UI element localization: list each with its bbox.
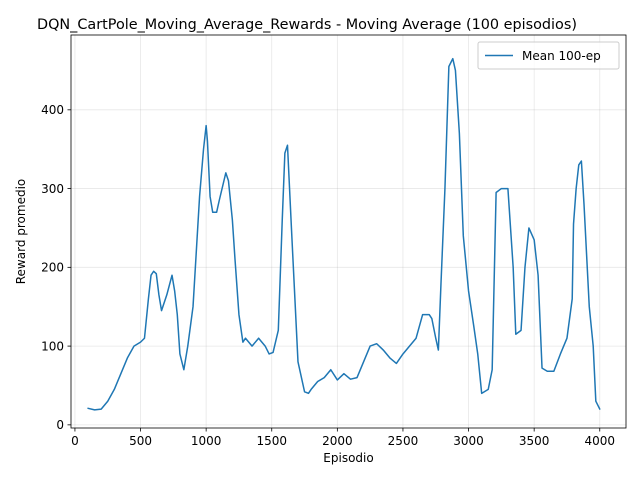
y-tick-label: 400 <box>41 103 64 117</box>
y-tick-label: 300 <box>41 182 64 196</box>
x-tick-label: 2500 <box>388 434 419 448</box>
y-axis-ticks: 0 100 200 300 400 <box>41 103 71 432</box>
series-line-mean-100-ep <box>87 57 601 411</box>
x-tick-label: 1500 <box>256 434 287 448</box>
y-tick-label: 100 <box>41 339 64 353</box>
x-tick-label: 3000 <box>453 434 484 448</box>
y-tick-label: 200 <box>41 261 64 275</box>
axes-frame <box>70 34 627 429</box>
legend: Mean 100-ep <box>477 41 620 70</box>
plot-area <box>87 57 601 411</box>
x-tick-label: 500 <box>129 434 152 448</box>
x-axis-label: Episodio <box>323 451 373 465</box>
chart-title: DQN_CartPole_Moving_Average_Rewards - Mo… <box>37 17 577 33</box>
x-tick-label: 2000 <box>322 434 353 448</box>
x-tick-label: 1000 <box>191 434 222 448</box>
x-tick-label: 0 <box>71 434 79 448</box>
y-tick-label: 0 <box>56 418 64 432</box>
x-tick-label: 4000 <box>584 434 615 448</box>
x-axis-ticks: 0 500 1000 1500 2000 2500 3000 3500 4000 <box>71 428 615 448</box>
grid-lines <box>71 35 626 428</box>
x-tick-label: 3500 <box>519 434 550 448</box>
y-axis-label: Reward promedio <box>14 179 28 285</box>
legend-label: Mean 100-ep <box>522 49 601 63</box>
legend-box <box>477 41 620 70</box>
